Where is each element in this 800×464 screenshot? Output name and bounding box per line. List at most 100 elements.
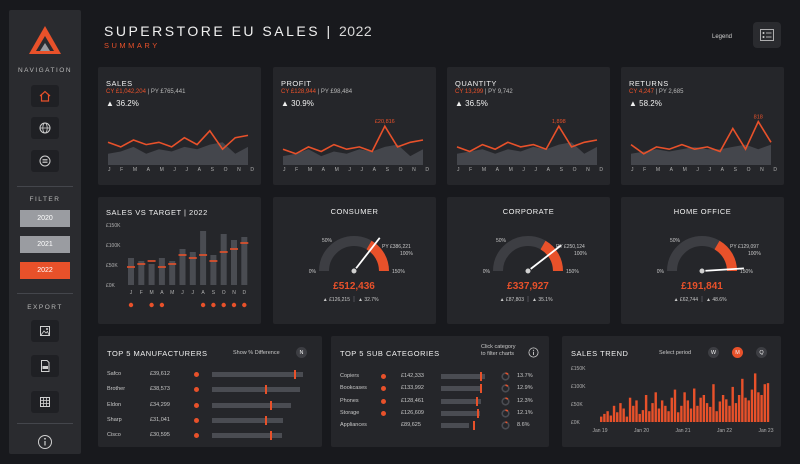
current-year-line: [456, 124, 598, 153]
trend-bar[interactable]: [689, 408, 693, 423]
target-bar[interactable]: [128, 258, 134, 285]
trend-bar[interactable]: [747, 400, 750, 422]
trend-bar[interactable]: [744, 397, 747, 422]
manufacturer-name: Sharp: [107, 416, 122, 423]
target-bar[interactable]: [189, 252, 196, 285]
trend-bar[interactable]: [693, 388, 696, 422]
trend-bar[interactable]: [667, 411, 670, 422]
trend-bar[interactable]: [651, 403, 654, 422]
gauge-card-home-office[interactable]: HOME OFFICE 0% 50% 150% PY £129,097 100% £191,…: [621, 197, 784, 324]
nav-details-button[interactable]: [31, 150, 59, 172]
trend-bar[interactable]: [731, 386, 734, 422]
kpi-title: SALES: [106, 79, 133, 88]
trend-bar[interactable]: [757, 392, 760, 422]
trend-bar[interactable]: [648, 411, 651, 422]
nav-map-button[interactable]: [31, 117, 59, 139]
trend-bar[interactable]: [654, 392, 657, 422]
trend-bar[interactable]: [680, 405, 683, 422]
subcategory-row[interactable]: Bookcases £133,992 12.9%: [331, 383, 549, 394]
trend-bar[interactable]: [741, 378, 744, 422]
export-table-button[interactable]: [31, 391, 59, 413]
year-2022-button[interactable]: 2022: [20, 262, 70, 279]
show-difference-toggle[interactable]: N: [296, 347, 307, 358]
target-bar[interactable]: [220, 234, 227, 285]
manufacturer-row[interactable]: Sharp £31,041: [98, 415, 322, 427]
trend-bar[interactable]: [676, 412, 680, 422]
subcategory-row[interactable]: Copiers £142,333 13.7%: [331, 371, 549, 382]
period-quarter-button[interactable]: Q: [756, 347, 767, 358]
trend-bar[interactable]: [628, 397, 632, 422]
trend-bar[interactable]: [750, 389, 754, 422]
target-bar[interactable]: [179, 249, 186, 285]
trend-bar[interactable]: [638, 413, 641, 422]
trend-bar[interactable]: [725, 399, 728, 422]
info-icon[interactable]: [37, 434, 53, 450]
trend-bar[interactable]: [600, 416, 603, 422]
subcategory-row[interactable]: Storage £126,609 12.1%: [331, 408, 549, 419]
target-bar[interactable]: [231, 240, 237, 285]
manufacturer-row[interactable]: Cisco £30,595: [98, 430, 322, 442]
trend-bar[interactable]: [712, 384, 715, 422]
trend-bar[interactable]: [603, 413, 606, 422]
trend-bar[interactable]: [705, 403, 709, 422]
export-image-button[interactable]: [31, 320, 59, 342]
trend-bar[interactable]: [641, 410, 645, 422]
gauge-card-consumer[interactable]: CONSUMER 0% 50% 150% PY £386,221 100% £512,436…: [273, 197, 436, 324]
trend-bar[interactable]: [709, 406, 712, 422]
year-2020-button[interactable]: 2020: [20, 210, 70, 227]
trend-bar[interactable]: [763, 384, 766, 422]
trend-bar[interactable]: [715, 411, 718, 422]
target-bar[interactable]: [138, 261, 145, 285]
trend-bar[interactable]: [619, 403, 622, 422]
trend-bar[interactable]: [606, 411, 609, 422]
subcategory-row[interactable]: Appliances £89,625 8.6%: [331, 420, 549, 431]
gauge-needle: [527, 244, 562, 272]
trend-bar[interactable]: [718, 401, 722, 422]
trend-bar[interactable]: [660, 400, 664, 422]
trend-bar[interactable]: [753, 373, 757, 422]
manufacturer-row[interactable]: Eldon £34,299: [98, 400, 322, 412]
year-2021-button[interactable]: 2021: [20, 236, 70, 253]
export-csv-button[interactable]: [31, 355, 59, 377]
period-month-button[interactable]: M: [732, 347, 743, 358]
trend-bar[interactable]: [699, 397, 702, 422]
trend-bar[interactable]: [664, 405, 667, 422]
trend-bar[interactable]: [728, 405, 731, 422]
trend-bar[interactable]: [616, 412, 619, 422]
gauge-card-corporate[interactable]: CORPORATE 0% 50% 150% PY £250,124 100% £337,92…: [447, 197, 610, 324]
trend-bar[interactable]: [673, 389, 677, 422]
manufacturer-row[interactable]: Safco £39,612: [98, 369, 322, 381]
trend-bar[interactable]: [686, 400, 690, 422]
month-label: O: [398, 167, 403, 173]
info-icon[interactable]: [528, 347, 539, 358]
target-bar[interactable]: [148, 264, 155, 285]
trend-bar[interactable]: [622, 408, 625, 423]
target-bar[interactable]: [169, 261, 176, 285]
trend-bar[interactable]: [760, 395, 763, 422]
trend-bar[interactable]: [737, 395, 741, 422]
subcategory-row[interactable]: Phones £128,461 12.3%: [331, 396, 549, 407]
trend-bar[interactable]: [734, 403, 738, 422]
trend-bar[interactable]: [670, 397, 673, 422]
trend-bar[interactable]: [657, 408, 661, 423]
trend-bar[interactable]: [702, 395, 706, 422]
legend-button[interactable]: [753, 22, 781, 48]
trend-bar[interactable]: [632, 405, 635, 422]
trend-bar[interactable]: [683, 392, 686, 422]
trend-bar[interactable]: [612, 405, 616, 422]
target-bar[interactable]: [210, 255, 217, 285]
period-week-button[interactable]: W: [708, 347, 719, 358]
nav-home-button[interactable]: [31, 85, 59, 107]
target-bar[interactable]: [241, 237, 248, 285]
trend-bar[interactable]: [625, 416, 629, 422]
trend-bar[interactable]: [766, 383, 770, 422]
kpi-card-sales: SALES CY £1,042,204 | PY £765,441 ▲ 36.2% J…: [98, 67, 261, 185]
manufacturer-row[interactable]: Brother £38,573: [98, 384, 322, 396]
target-bar[interactable]: [158, 258, 165, 285]
trend-bar[interactable]: [644, 395, 648, 422]
trend-bar[interactable]: [609, 415, 613, 422]
target-bar[interactable]: [200, 231, 207, 285]
trend-bar[interactable]: [696, 405, 699, 422]
trend-bar[interactable]: [635, 400, 638, 422]
trend-bar[interactable]: [721, 395, 725, 422]
